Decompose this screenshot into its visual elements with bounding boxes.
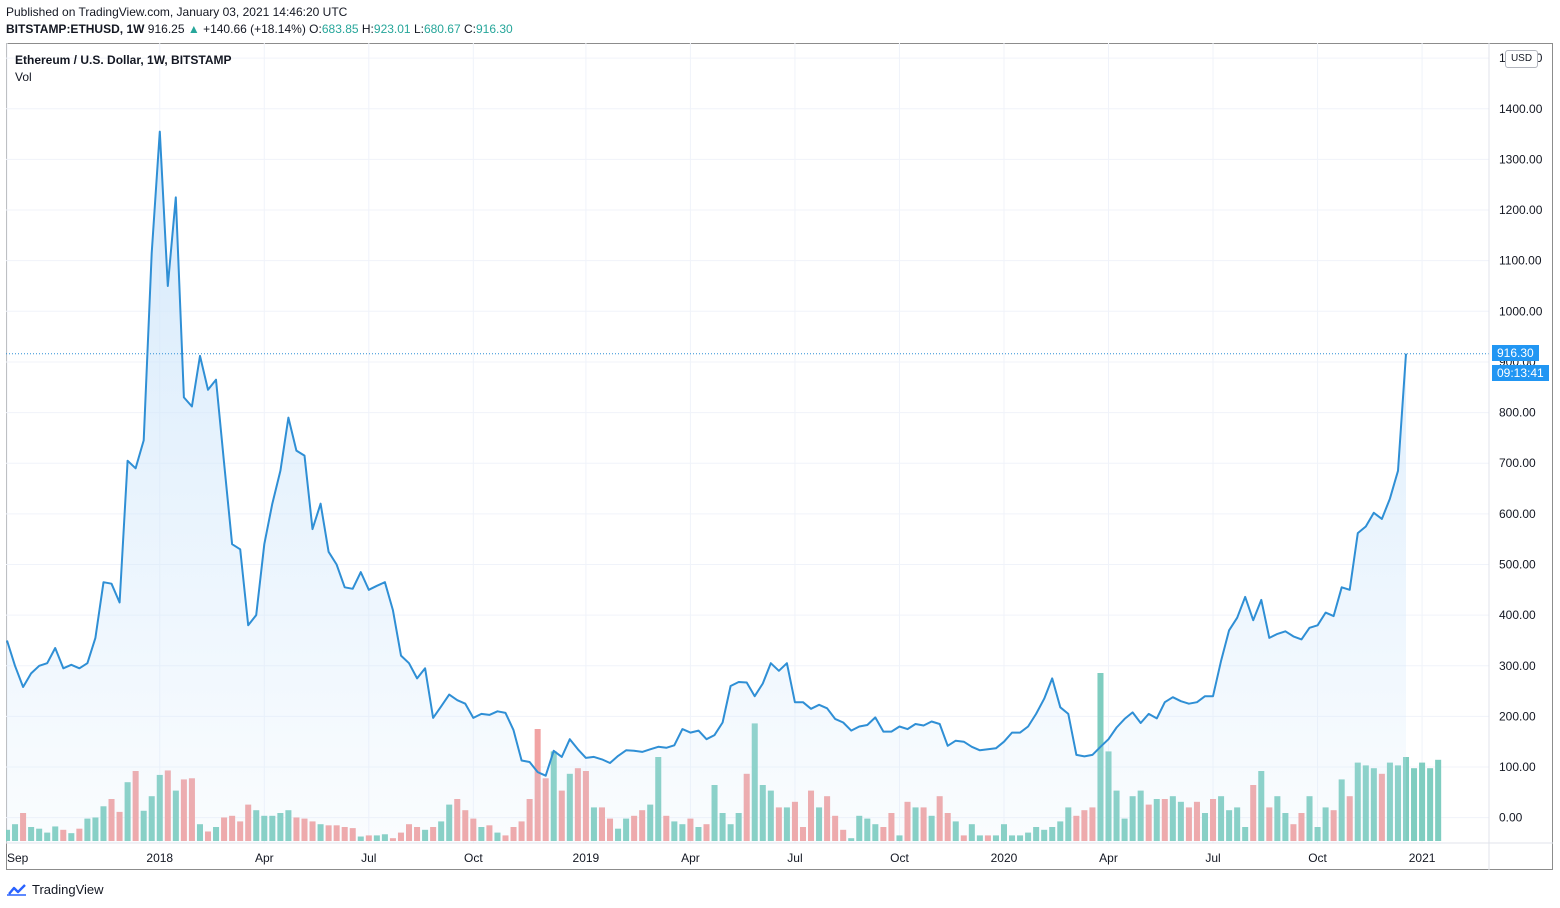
y-tick-label: 0.00: [1499, 811, 1523, 825]
x-tick-label: Apr: [681, 851, 700, 865]
x-tick-label: Apr: [255, 851, 274, 865]
x-tick-label: Jul: [1205, 851, 1220, 865]
x-tick-label: Oct: [890, 851, 909, 865]
y-tick-label: 1000.00: [1499, 304, 1543, 318]
y-tick-label: 1400.00: [1499, 102, 1543, 116]
y-tick-label: 800.00: [1499, 406, 1536, 420]
price-line: [6, 130, 1407, 777]
footer-brand: TradingView: [32, 882, 104, 897]
high-label: H:: [361, 22, 374, 36]
high-value: 923.01: [373, 22, 411, 36]
y-tick-label: 300.00: [1499, 659, 1536, 673]
close-value: 916.30: [476, 22, 513, 36]
x-tick-label: Apr: [1099, 851, 1118, 865]
volume-bar: [1419, 762, 1426, 841]
x-tick-label: Jul: [361, 851, 376, 865]
y-tick-label: 1100.00: [1499, 254, 1542, 268]
x-tick-label: Sep: [7, 851, 29, 865]
chart-legend: Ethereum / U.S. Dollar, 1W, BITSTAMP Vol: [15, 53, 231, 84]
up-arrow-icon: ▲: [187, 22, 200, 36]
x-tick-label: 2018: [146, 851, 173, 865]
y-tick-label: 600.00: [1499, 507, 1536, 521]
bar-countdown-tag: 09:13:41: [1492, 364, 1549, 381]
x-tick-label: 2021: [1409, 851, 1436, 865]
open-value: 683.85: [321, 22, 359, 36]
low-label: L:: [413, 22, 424, 36]
x-tick-label: 2019: [573, 851, 600, 865]
last-price-tag: 916.30: [1492, 344, 1539, 361]
published-caption: Published on TradingView.com, January 03…: [6, 5, 348, 19]
y-tick-label: 400.00: [1499, 608, 1536, 622]
y-tick-label: 700.00: [1499, 456, 1536, 470]
volume-bar: [1411, 768, 1418, 841]
volume-bar: [1435, 759, 1442, 841]
currency-button[interactable]: USD: [1505, 50, 1538, 68]
price-chart[interactable]: 0.00 100.00 200.00 300.00 400.00 500.00 600.00…: [6, 43, 1553, 870]
legend-title: Ethereum / U.S. Dollar, 1W, BITSTAMP: [15, 53, 232, 67]
y-tick-label: 100.00: [1499, 760, 1536, 774]
tradingview-footer[interactable]: TradingView: [6, 882, 104, 897]
tradingview-cloud-icon: [7, 883, 26, 896]
symbol-label: BITSTAMP:ETHUSD, 1W: [6, 22, 145, 36]
y-tick-label: 1200.00: [1499, 203, 1543, 217]
x-tick-label: Oct: [464, 851, 483, 865]
x-tick-label: 2020: [991, 851, 1018, 865]
y-tick-label: 500.00: [1499, 557, 1536, 571]
x-tick-label: Oct: [1308, 851, 1327, 865]
x-tick-label: Jul: [787, 851, 802, 865]
last-price: 916.25: [147, 22, 185, 36]
volume-bar: [1427, 768, 1434, 841]
y-tick-label: 200.00: [1499, 709, 1536, 723]
y-tick-label: 1300.00: [1499, 152, 1543, 166]
ohlc-header: BITSTAMP:ETHUSD, 1W 916.25 ▲ +140.66 (+1…: [6, 22, 513, 36]
price-area: [7, 131, 1406, 844]
close-label: C:: [464, 22, 476, 36]
low-value: 680.67: [423, 22, 461, 36]
price-change: +140.66 (+18.14%): [203, 22, 306, 36]
open-label: O:: [309, 22, 322, 36]
legend-volume: Vol: [15, 70, 32, 84]
